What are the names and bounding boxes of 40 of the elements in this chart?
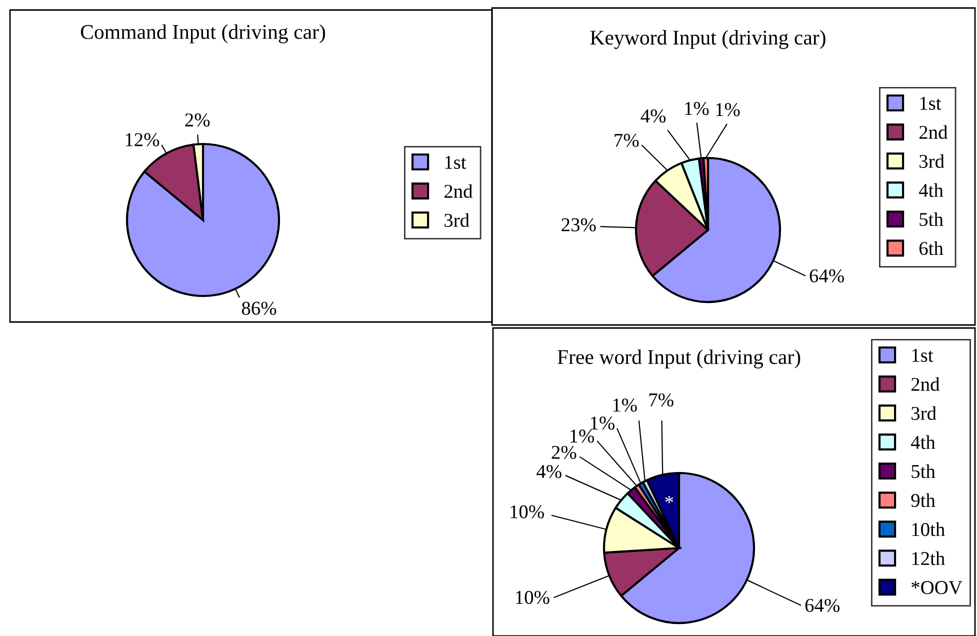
text: * (665, 496, 674, 504)
legend-label: *OOV (912, 581, 962, 594)
data-label: 10% (510, 505, 544, 518)
data-label: 1% (590, 416, 614, 430)
legend-label: 1st (445, 156, 466, 169)
data-label: 7% (649, 393, 674, 407)
chart-title: Command Input (driving car) (80, 24, 326, 44)
data-label: 23% (562, 218, 596, 232)
legend-label: 4th (910, 435, 936, 449)
legend-label: 2nd (919, 125, 948, 139)
data-label: 2% (552, 446, 576, 460)
legend-label: 2nd (911, 377, 940, 391)
legend-label: 1st (912, 348, 934, 362)
data-label: 1% (570, 430, 594, 443)
data-label: 7% (614, 134, 639, 147)
data-label: 1% (685, 102, 709, 116)
legend-label: 2nd (444, 184, 473, 198)
legend-label: 6th (919, 241, 944, 256)
chart-title: Free word Input (driving car) (558, 349, 800, 368)
legend-label: 3rd (912, 406, 936, 420)
data-label: 4% (640, 109, 666, 123)
data-label: 12% (126, 133, 160, 146)
data-label: 4% (536, 464, 562, 478)
legend-label: 4th (918, 183, 944, 197)
data-label: 2% (185, 113, 210, 127)
chart-title: Keyword Input (driving car) (590, 30, 826, 49)
legend-label: 1st (920, 96, 942, 110)
data-label: 64% (810, 269, 844, 282)
data-label: 1% (613, 398, 637, 412)
data-label: 1% (716, 103, 740, 116)
data-label: 10% (516, 590, 550, 604)
legend-label: 9th (911, 493, 936, 508)
legend-label: 3rd (444, 213, 470, 227)
legend-label: 3rd (920, 154, 944, 168)
legend-label: 10th (912, 522, 945, 536)
legend-label: 5th (920, 212, 944, 226)
data-label: 86% (242, 302, 276, 315)
legend-label: 5th (912, 464, 936, 478)
data-label: 64% (805, 598, 840, 612)
legend-label: 12th (912, 551, 945, 566)
